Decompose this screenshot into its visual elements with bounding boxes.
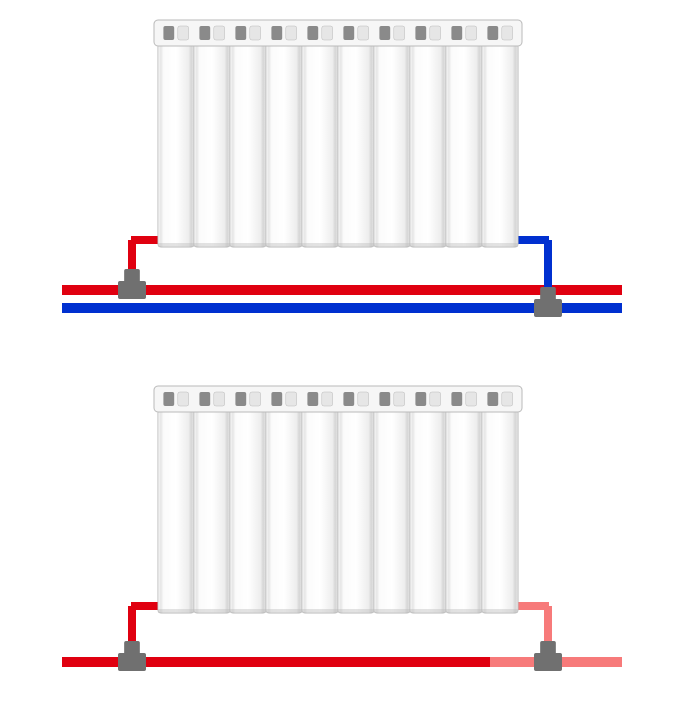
top-supply-tee (118, 269, 146, 299)
radiator-vent-row (154, 386, 522, 412)
top-radiator (154, 20, 522, 247)
bottom-return-tee (534, 641, 562, 671)
radiator-vent-row (154, 20, 522, 46)
heating-diagram-svg (0, 0, 690, 707)
bottom-supply-tee (118, 641, 146, 671)
bottom-radiator (154, 386, 522, 613)
